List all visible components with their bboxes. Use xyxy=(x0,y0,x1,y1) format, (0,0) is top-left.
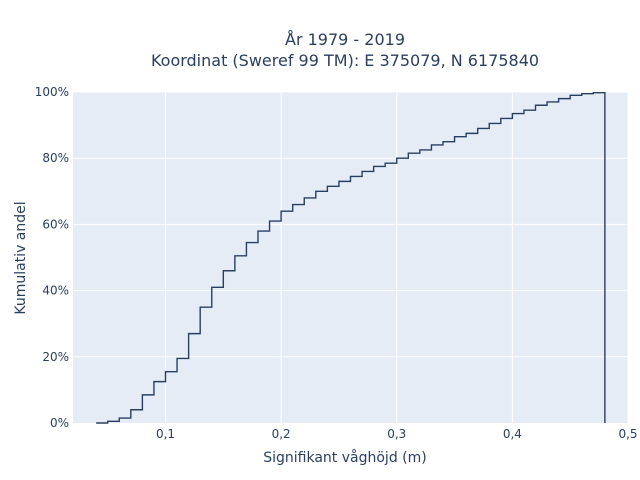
x-tick-label: 0,3 xyxy=(387,427,406,441)
y-tick-label: 100% xyxy=(35,85,69,99)
y-tick-label: 80% xyxy=(42,151,69,165)
x-axis-title: Signifikant våghöjd (m) xyxy=(263,449,426,466)
grid-lines xyxy=(73,91,629,423)
chart-title-line-2: Koordinat (Sweref 99 TM): E 375079, N 61… xyxy=(151,51,539,70)
y-tick-label: 40% xyxy=(42,284,69,298)
x-tick-label: 0,1 xyxy=(156,427,175,441)
y-axis-title: Kumulativ andel xyxy=(13,201,29,314)
y-tick-label: 20% xyxy=(42,350,69,364)
series-cdf-line xyxy=(96,91,606,424)
x-tick-label: 0,5 xyxy=(618,427,637,441)
y-axis-ticks: 0% 20% 40% 60% 80% 100% xyxy=(35,85,69,430)
plot-area xyxy=(73,92,628,423)
y-tick-label: 0% xyxy=(50,416,69,430)
x-axis-ticks: 0,1 0,2 0,3 0,4 0,5 xyxy=(156,427,638,441)
x-tick-label: 0,2 xyxy=(272,427,291,441)
x-tick-label: 0,4 xyxy=(503,427,522,441)
y-tick-label: 60% xyxy=(42,217,69,231)
chart-title-line-1: År 1979 - 2019 xyxy=(285,30,405,49)
